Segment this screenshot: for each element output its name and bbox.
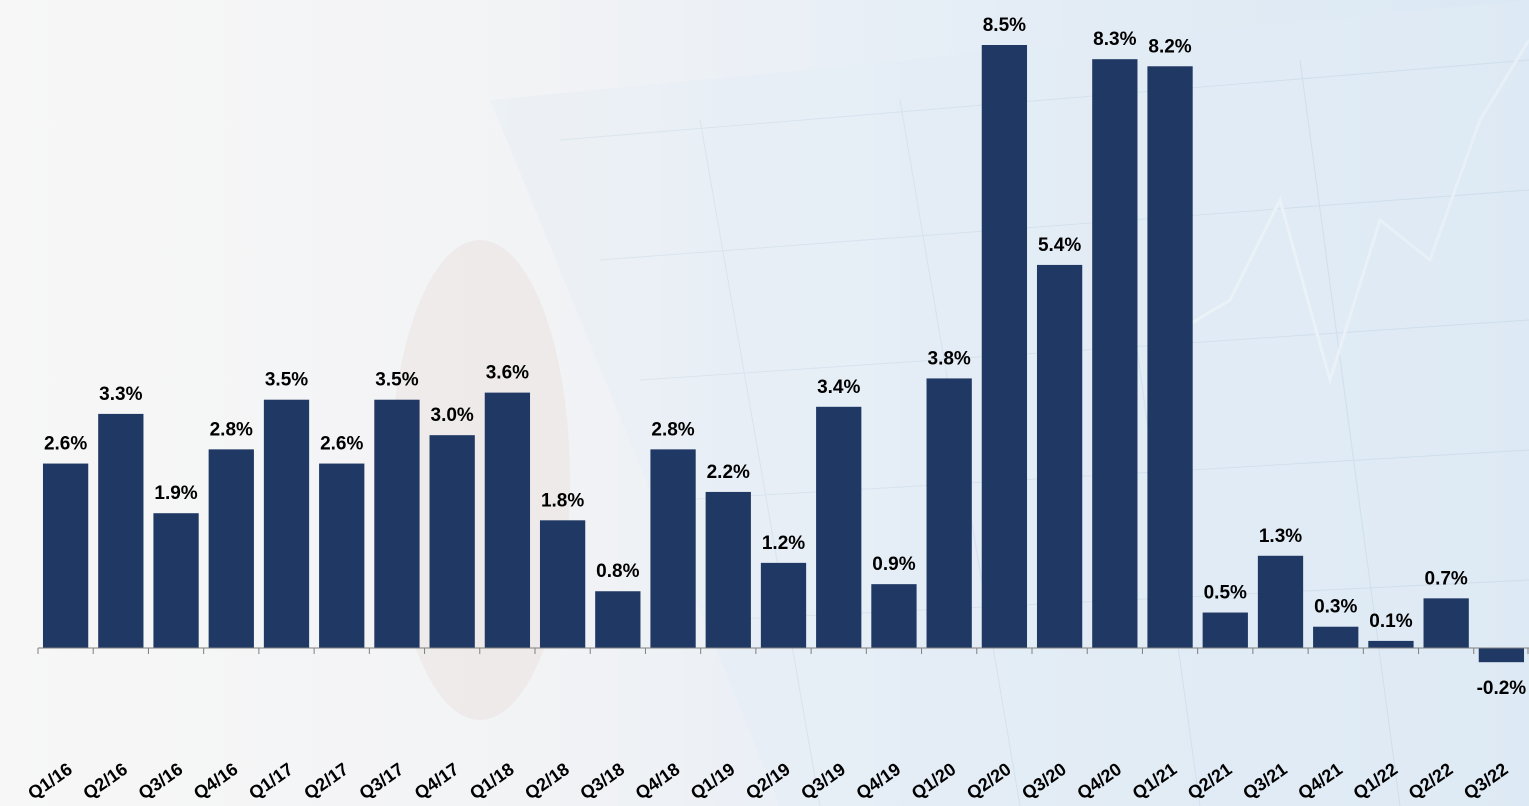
- bar: [595, 591, 641, 648]
- value-label: 1.2%: [762, 533, 805, 554]
- value-label: 0.7%: [1425, 568, 1468, 589]
- bar: [816, 406, 862, 648]
- value-label: -0.2%: [1477, 678, 1527, 699]
- bar: [429, 435, 475, 648]
- value-label: 3.5%: [375, 370, 418, 391]
- bar: [263, 399, 310, 648]
- bar: [1092, 59, 1138, 649]
- value-label: 8.3%: [1093, 29, 1136, 50]
- value-label: 2.8%: [651, 419, 694, 440]
- bar: [1036, 264, 1083, 648]
- bar: [1423, 598, 1469, 648]
- bar: [760, 562, 807, 648]
- value-label: 1.3%: [1259, 526, 1302, 547]
- value-label: 3.0%: [431, 405, 474, 426]
- value-label: 3.8%: [928, 348, 971, 369]
- bar: [981, 45, 1028, 648]
- bar: [871, 584, 917, 648]
- value-label: 2.6%: [44, 434, 87, 455]
- bar: [208, 449, 254, 648]
- value-label: 3.5%: [265, 370, 308, 391]
- value-label: 1.9%: [154, 483, 197, 504]
- value-label: 0.1%: [1369, 611, 1412, 632]
- value-label: 0.9%: [872, 554, 915, 575]
- value-label: 3.6%: [486, 363, 529, 384]
- bar: [374, 399, 420, 648]
- value-label: 2.8%: [210, 419, 253, 440]
- bar: [1478, 648, 1525, 663]
- value-label: 3.3%: [99, 384, 142, 405]
- bar: [926, 378, 972, 648]
- value-label: 0.5%: [1204, 583, 1247, 604]
- bar: [319, 463, 365, 648]
- value-label: 2.6%: [320, 434, 363, 455]
- value-label: 1.8%: [541, 490, 584, 511]
- value-label: 8.2%: [1148, 36, 1191, 57]
- value-label: 3.4%: [817, 377, 860, 398]
- value-label: 8.5%: [983, 15, 1026, 36]
- bar: [1257, 555, 1304, 648]
- bar: [1202, 612, 1248, 648]
- bar: [650, 449, 696, 648]
- value-label: 5.4%: [1038, 235, 1081, 256]
- value-label: 0.3%: [1314, 597, 1357, 618]
- bar: [539, 520, 586, 648]
- bar: [1368, 640, 1414, 648]
- bar: [153, 513, 199, 648]
- bar: [42, 463, 89, 648]
- value-label: 0.8%: [596, 561, 639, 582]
- bar: [484, 392, 531, 648]
- bar: [98, 413, 144, 648]
- bar: [1147, 66, 1193, 649]
- value-label: 2.2%: [707, 462, 750, 483]
- bar: [1313, 626, 1359, 648]
- bar: [705, 491, 751, 648]
